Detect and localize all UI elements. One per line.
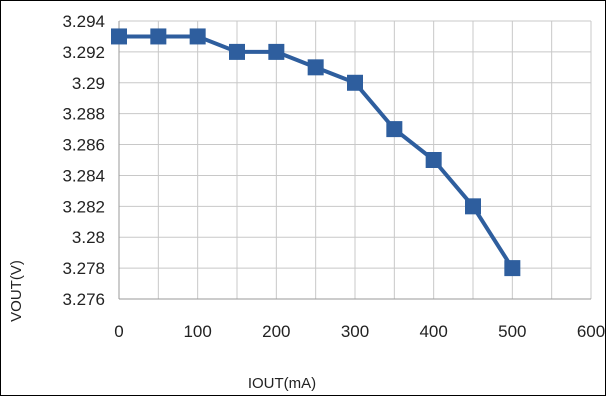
data-point-marker xyxy=(229,43,245,60)
y-tick-label: 3.292 xyxy=(62,43,105,62)
data-point-marker xyxy=(504,260,521,277)
x-tick-labels: 0 100 200 300 400 500 600 xyxy=(114,322,605,341)
data-point-marker xyxy=(307,59,324,76)
y-tick-labels: 3.294 3.292 3.29 3.288 3.286 3.284 3.282 3.28 3.… xyxy=(62,12,105,309)
data-point-marker xyxy=(189,28,206,45)
axes xyxy=(118,21,591,300)
x-tick-label: 600 xyxy=(577,322,605,341)
x-tick-label: 500 xyxy=(498,322,526,341)
data-point-marker xyxy=(465,198,481,215)
y-tick-label: 3.28 xyxy=(72,228,105,247)
y-tick-label: 3.288 xyxy=(62,105,105,124)
y-tick-label: 3.284 xyxy=(62,166,105,185)
y-tick-label: 3.278 xyxy=(62,259,105,278)
data-point-marker xyxy=(150,28,167,45)
series xyxy=(111,28,521,277)
data-point-marker xyxy=(347,74,363,91)
x-tick-label: 200 xyxy=(262,322,290,341)
grid xyxy=(118,20,592,300)
x-tick-label: 400 xyxy=(419,322,447,341)
data-point-marker xyxy=(111,28,127,45)
y-tick-label: 3.29 xyxy=(72,74,105,93)
data-point-marker xyxy=(268,43,285,60)
y-tick-label: 3.282 xyxy=(62,197,105,216)
x-axis-title: IOUT(mA) xyxy=(248,375,316,392)
x-tick-label: 300 xyxy=(341,322,369,341)
y-axis-title: VOUT(V) xyxy=(8,260,25,322)
y-tick-label: 3.294 xyxy=(62,12,105,31)
y-tick-label: 3.286 xyxy=(62,136,105,155)
x-tick-label: 0 xyxy=(114,322,123,341)
data-point-marker xyxy=(386,121,403,138)
y-tick-label: 3.276 xyxy=(62,290,105,309)
x-tick-label: 100 xyxy=(183,322,211,341)
data-point-marker xyxy=(425,152,442,168)
